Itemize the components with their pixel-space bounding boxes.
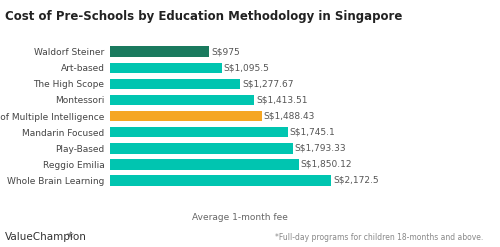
- Text: S$1,277.67: S$1,277.67: [242, 79, 294, 88]
- Text: S$1,793.33: S$1,793.33: [294, 144, 346, 153]
- Bar: [110, 111, 262, 121]
- Text: S$1,850.12: S$1,850.12: [300, 160, 352, 169]
- Text: S$1,488.43: S$1,488.43: [264, 112, 315, 121]
- Text: Average 1-month fee: Average 1-month fee: [192, 213, 288, 222]
- Bar: [110, 62, 222, 73]
- Bar: [110, 143, 293, 153]
- Text: S$1,095.5: S$1,095.5: [224, 63, 270, 72]
- Bar: [110, 95, 254, 105]
- Bar: [110, 46, 210, 57]
- Text: Cost of Pre-Schools by Education Methodology in Singapore: Cost of Pre-Schools by Education Methodo…: [5, 10, 402, 23]
- Text: ★: ★: [68, 231, 76, 241]
- Text: S$1,745.1: S$1,745.1: [290, 128, 336, 137]
- Text: S$1,413.51: S$1,413.51: [256, 96, 308, 104]
- Bar: [110, 79, 240, 89]
- Text: ★: ★: [65, 230, 74, 240]
- Bar: [110, 159, 298, 170]
- Bar: [110, 127, 288, 137]
- Text: *Full-day programs for children 18-months and above.: *Full-day programs for children 18-month…: [275, 233, 483, 242]
- Text: S$975: S$975: [211, 47, 240, 56]
- Text: ValueChampion: ValueChampion: [5, 232, 87, 242]
- Bar: [110, 175, 332, 186]
- Text: S$2,172.5: S$2,172.5: [334, 176, 379, 185]
